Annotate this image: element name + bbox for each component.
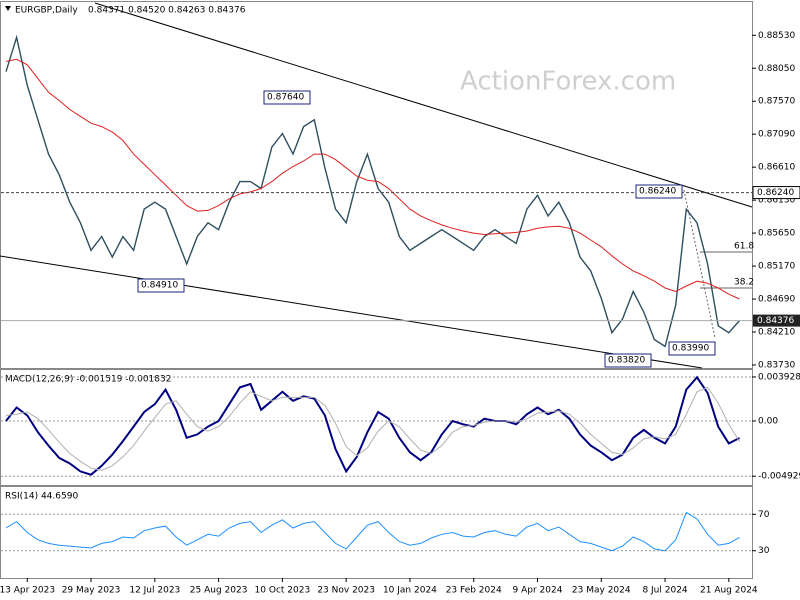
last-price-label: 0.84376 bbox=[757, 316, 794, 326]
menu-icon bbox=[5, 6, 11, 11]
x-tick-label: 23 Nov 2023 bbox=[317, 586, 375, 596]
annotation-box bbox=[263, 90, 311, 105]
y-tick-label: 0.86130 bbox=[758, 196, 795, 206]
x-tick-label: 21 Aug 2024 bbox=[700, 586, 758, 596]
trend-line bbox=[94, 2, 753, 208]
level-label: 0.86240 bbox=[757, 188, 794, 198]
macd-panel bbox=[0, 369, 753, 486]
annotation: 0.87640 bbox=[267, 93, 304, 103]
level-box bbox=[752, 186, 800, 200]
annotation: 0.84910 bbox=[141, 281, 178, 291]
y-tick-label: 0.87090 bbox=[758, 130, 795, 140]
y-tick-label: 0.85170 bbox=[758, 262, 795, 272]
x-tick-label: 12 Jul 2023 bbox=[129, 586, 180, 596]
x-tick-label: 29 May 2023 bbox=[62, 586, 121, 596]
x-tick-label: 10 Oct 2023 bbox=[255, 586, 311, 596]
annotation: 38.2 bbox=[734, 278, 754, 288]
chart-title: EURGBP,Daily bbox=[15, 6, 78, 16]
trend-line bbox=[0, 255, 703, 369]
annotation: 0.86240 bbox=[639, 187, 676, 197]
y-tick-label: 0.83730 bbox=[758, 360, 795, 370]
series-line bbox=[5, 34, 741, 348]
y-tick-label: 0.88530 bbox=[758, 31, 795, 41]
series-line bbox=[5, 386, 740, 471]
x-tick-label: 10 Jan 2024 bbox=[383, 586, 437, 596]
macd-title: MACD(12,26,9) -0.001519 -0.001832 bbox=[5, 375, 171, 385]
y-tick-label: 0.003928 bbox=[758, 372, 800, 382]
series-line bbox=[5, 58, 740, 300]
x-tick-label: 8 Jul 2024 bbox=[642, 586, 687, 596]
y-tick-label: 0.84690 bbox=[758, 295, 795, 305]
y-tick-label: 0.84210 bbox=[758, 328, 795, 338]
chart-subtitle: 0.84371 0.84520 0.84263 0.84376 bbox=[88, 6, 246, 16]
x-tick-label: 13 Apr 2023 bbox=[0, 586, 55, 596]
annotation: 0.83990 bbox=[672, 344, 709, 354]
watermark: ActionForex.com bbox=[460, 67, 676, 97]
last-price-box bbox=[753, 314, 800, 327]
y-tick-label: 0.85650 bbox=[758, 229, 795, 239]
fib-line bbox=[683, 189, 716, 339]
annotation-box bbox=[604, 353, 652, 368]
y-tick-label: 0.86610 bbox=[758, 163, 795, 173]
y-tick-label: 0.00 bbox=[758, 416, 778, 426]
rsi-panel bbox=[0, 486, 753, 579]
y-tick-label: 70 bbox=[758, 510, 770, 520]
y-tick-label: -0.004929 bbox=[758, 472, 800, 482]
annotation: 61.8 bbox=[734, 242, 754, 252]
y-tick-label: 30 bbox=[758, 546, 770, 556]
x-tick-label: 9 Apr 2024 bbox=[513, 586, 563, 596]
annotation: 0.83820 bbox=[608, 356, 645, 366]
main-panel bbox=[0, 1, 753, 369]
series-line bbox=[5, 511, 740, 552]
x-tick-label: 25 Aug 2023 bbox=[190, 586, 248, 596]
rsi-title: RSI(14) 44.6590 bbox=[5, 492, 78, 502]
x-tick-label: 23 May 2024 bbox=[572, 586, 631, 596]
annotation-box bbox=[137, 278, 185, 293]
annotation-box bbox=[668, 341, 716, 356]
y-tick-label: 0.87570 bbox=[758, 97, 795, 107]
x-tick-label: 23 Feb 2024 bbox=[446, 586, 502, 596]
series-line bbox=[5, 375, 740, 476]
annotation-box bbox=[635, 184, 683, 199]
y-tick-label: 0.88050 bbox=[758, 64, 795, 74]
